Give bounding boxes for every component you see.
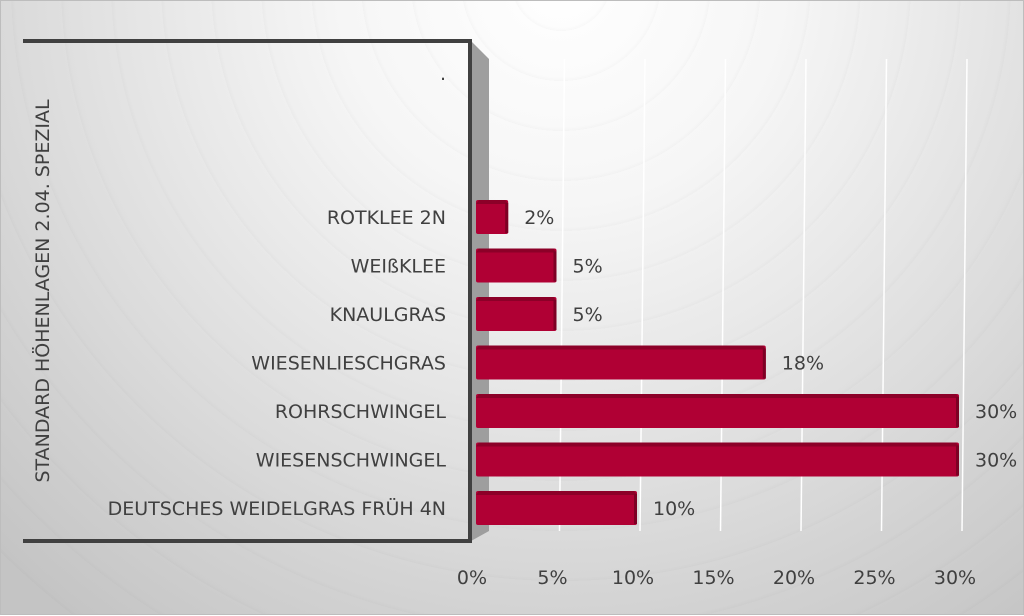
x-tick-label: 30%: [934, 567, 976, 589]
bar-top-face: [476, 394, 959, 398]
bar-top-face: [476, 200, 509, 204]
bar-side-face: [505, 203, 509, 233]
bar-side-face: [553, 251, 557, 282]
x-tick-label: 0%: [457, 567, 487, 589]
bar-side-face: [762, 348, 766, 379]
x-tick-label: 5%: [537, 567, 567, 589]
bar: [476, 442, 959, 477]
bar-top-face: [476, 345, 766, 350]
x-tick-label: 25%: [853, 567, 895, 589]
bar: [476, 248, 557, 283]
category-label: WIESENLIESCHGRAS: [251, 353, 446, 375]
category-label: KNAULGRAS: [330, 304, 446, 326]
bar-top-face: [476, 248, 557, 253]
bar-side-face: [553, 300, 557, 330]
data-label: 18%: [782, 353, 824, 375]
category-label: .: [440, 63, 446, 85]
bar: [476, 345, 766, 380]
bar: [476, 297, 557, 331]
category-label: WEIßKLEE: [351, 256, 446, 278]
x-tick-label: 15%: [692, 567, 734, 589]
bar-side-face: [634, 494, 637, 524]
bar-top-face: [476, 442, 959, 447]
data-label: 30%: [975, 450, 1017, 472]
data-label: 10%: [653, 498, 695, 520]
data-label: 5%: [573, 304, 603, 326]
category-label: ROHRSCHWINGEL: [275, 401, 447, 423]
category-label: DEUTSCHES WEIDELGRAS FRÜH 4N: [108, 497, 446, 520]
category-axis-frame: [23, 39, 472, 543]
data-label: 2%: [524, 207, 554, 229]
bar-top-face: [476, 297, 557, 301]
data-label: 5%: [573, 256, 603, 278]
category-label: WIESENSCHWINGEL: [256, 450, 447, 472]
x-tick-label: 20%: [773, 567, 815, 589]
gridline: [961, 58, 968, 532]
bar-top-face: [476, 491, 637, 495]
bar-side-face: [956, 445, 959, 476]
bar: [476, 394, 959, 428]
bar: [476, 491, 637, 525]
bar-side-face: [956, 397, 959, 427]
axis-title: STANDARD HÖHENLAGEN 2.04. SPEZIAL: [31, 99, 54, 483]
category-label: ROTKLEE 2N: [327, 207, 446, 229]
data-label: 30%: [975, 401, 1017, 423]
x-tick-label: 10%: [612, 567, 654, 589]
bar: [476, 200, 509, 234]
